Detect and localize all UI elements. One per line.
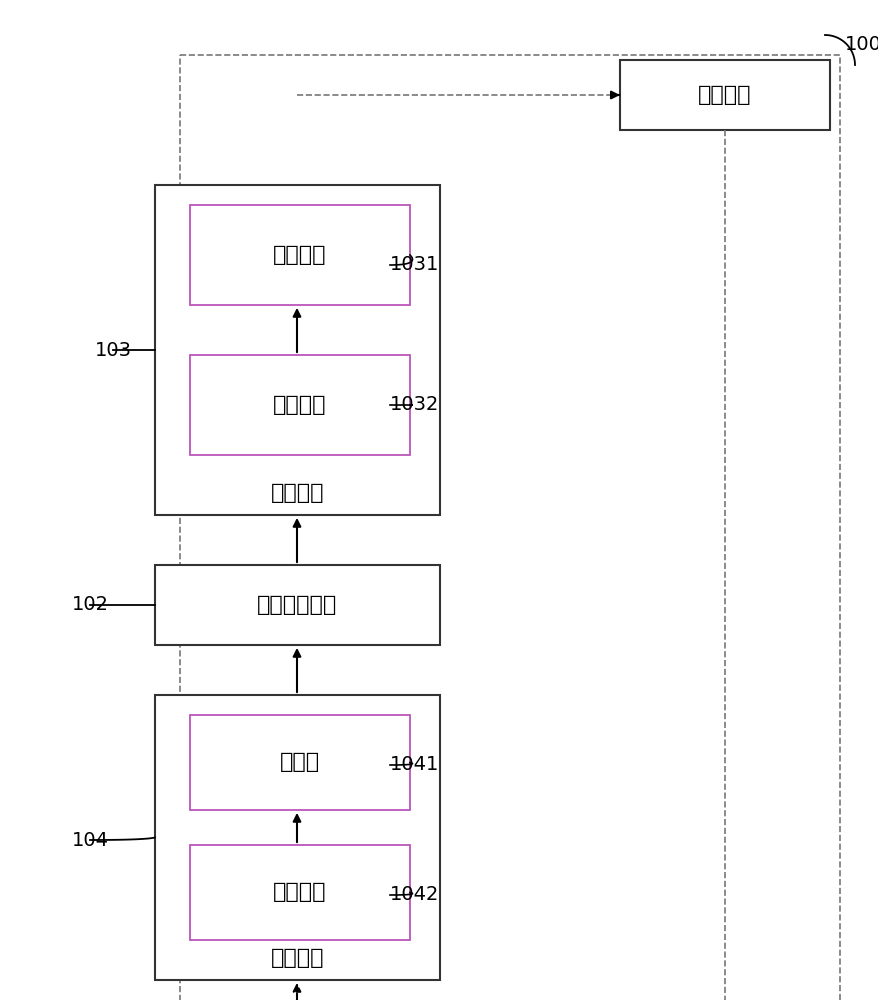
Bar (155, 565, 440, 645)
Bar (190, 715, 409, 810)
Text: 通讯模块: 通讯模块 (270, 483, 324, 503)
Text: 接收天线: 接收天线 (273, 882, 327, 902)
Text: 104: 104 (72, 830, 109, 850)
Text: 显示装置: 显示装置 (270, 948, 324, 968)
Text: 数传模块: 数传模块 (273, 395, 327, 415)
Text: 1032: 1032 (390, 395, 439, 414)
Bar (190, 845, 409, 940)
Bar (180, 55, 839, 1000)
Text: 显示器: 显示器 (279, 752, 320, 772)
Text: 1041: 1041 (390, 756, 439, 774)
Bar (155, 695, 440, 980)
Text: 摄像设备: 摄像设备 (697, 85, 751, 105)
Text: 102: 102 (72, 595, 109, 614)
Text: 103: 103 (95, 340, 132, 360)
Text: 100: 100 (844, 35, 878, 54)
Text: 1031: 1031 (390, 255, 439, 274)
Bar (619, 60, 829, 130)
Text: 惯导控制模块: 惯导控制模块 (257, 595, 337, 615)
Text: 数传天线: 数传天线 (273, 245, 327, 265)
Bar (155, 185, 440, 515)
Text: 1042: 1042 (390, 886, 439, 904)
Bar (190, 205, 409, 305)
Bar (190, 355, 409, 455)
